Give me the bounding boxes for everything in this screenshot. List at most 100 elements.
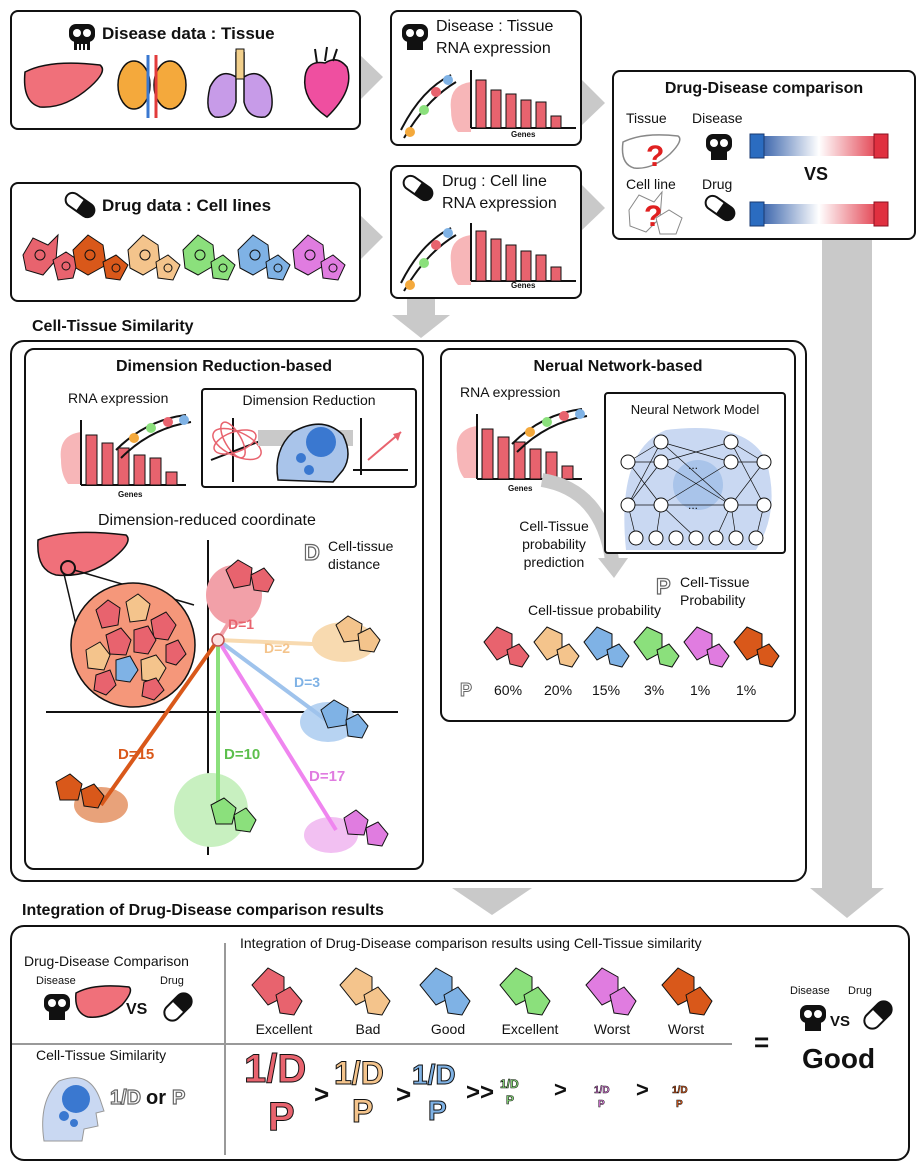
nn-dots-2: ... [688,498,698,512]
p-glyph: P [656,574,671,600]
lungs-icon [200,47,280,122]
arrow-disease-to-rna [360,55,383,100]
disease-data-box: Disease data : Tissue [10,10,361,130]
p-outline: P [172,1087,185,1110]
drug-rna-box: Drug : Cell line RNA expression Genes [390,165,582,299]
cell-green [183,235,215,275]
head-icon [34,1071,104,1141]
rating-6: Worst [646,1021,726,1037]
dim-reduction-illustration [203,410,415,485]
prob-title: Cell-tissue probability [528,602,661,618]
genes-label: Genes [118,490,142,499]
result-disease-label: Disease [790,985,830,997]
tissue-question-icon: ? [618,130,688,175]
distance-plot [26,530,422,860]
arrow-drug-rna-to-comparison [582,185,605,230]
cell-pink [293,235,325,275]
nn-model-box: Neural Network Model [604,392,786,554]
disease-rna-box: Disease : Tissue RNA expression Genes [390,10,582,146]
gt-4: > [636,1077,649,1103]
drug-bar-chart [396,213,576,293]
drug-rna-title-2: RNA expression [442,195,557,213]
prob-1: 60% [494,682,522,698]
comparison-box: Drug-Disease comparison Tissue Disease ?… [612,70,916,240]
prob-cells-row [482,622,782,672]
rating-3: Good [408,1021,488,1037]
integration-divider-h [12,1043,732,1045]
rating-2: Bad [328,1021,408,1037]
similarity-section-title: Cell-Tissue Similarity [32,318,194,336]
distance-d15: D=15 [118,746,154,763]
vs-label: VS [804,164,828,185]
cell-question-icon: ? [624,190,694,235]
dr-panel: Dimension Reduction-based RNA expression… [24,348,424,870]
distance-d17: D=17 [309,768,345,785]
result-vs: VS [830,1013,850,1030]
score-1-d: 1/D [244,1047,306,1092]
prob-label-2: Probability [680,592,745,608]
rna-expression-label: RNA expression [68,390,168,406]
result-good: Good [802,1043,875,1075]
similarity-label: Cell-Tissue Similarity [36,1047,166,1063]
liver-icon [74,983,134,1023]
nn-panel: Nerual Network-based RNA expression Gene… [440,348,796,722]
arrow-integration-head [452,888,532,915]
skull-icon [67,22,97,52]
rating-cells [250,963,720,1023]
genes-label: Genes [511,281,535,290]
pill-icon [400,177,436,199]
cell-orange [128,235,160,275]
inv-d-outline: 1/D [110,1087,141,1110]
skull-icon [400,22,430,52]
int-drug-label: Drug [160,975,184,987]
pill-icon [160,989,196,1025]
nn-graph [606,420,784,550]
nn-model-label: Neural Network Model [606,402,784,417]
disease-bar-chart [396,60,576,140]
arrow-right-stem [822,238,872,888]
arrow-drug-to-rna [360,215,383,260]
cell-lines-row [18,230,353,290]
drug-data-box: Drug data : Cell lines [10,182,361,302]
pill-icon [860,997,896,1033]
dim-reduction-label: Dimension Reduction [203,392,415,408]
heart-icon [297,45,357,120]
comparison-title: Drug-Disease comparison [614,80,914,98]
arrow-disease-rna-to-comparison [582,80,605,125]
score-6-p: P [676,1099,683,1110]
disease-data-title: Disease data : Tissue [102,24,275,44]
score-4-d: 1/D [500,1077,519,1091]
svg-text:?: ? [644,200,662,233]
score-5-d: 1/D [594,1085,610,1096]
prob-4: 3% [644,682,664,698]
kidney-icon [114,50,189,120]
nn-genes-label: Genes [508,484,532,493]
liver-icon [20,57,110,112]
prob-6: 1% [736,682,756,698]
gradient-bars [748,130,888,260]
tissue-label: Tissue [626,110,667,126]
score-5-p: P [598,1099,605,1110]
drug-rna-title-1: Drug : Cell line [442,173,547,191]
score-2-p: P [352,1093,373,1130]
drug-label: Drug [702,176,732,192]
prob-2: 20% [544,682,572,698]
comparison-label: Drug-Disease Comparison [24,953,189,969]
or-label: or [146,1087,166,1110]
skull-icon [42,992,72,1022]
int-disease-label: Disease [36,975,76,987]
score-3-d: 1/D [412,1059,456,1091]
score-3-p: P [428,1095,447,1127]
cell-blue [238,235,270,275]
dr-bar-chart [56,410,196,500]
rating-1: Excellent [244,1021,324,1037]
distance-d1: D=1 [228,616,254,632]
nn-title: Nerual Network-based [442,358,794,376]
coord-title: Dimension-reduced coordinate [98,512,316,530]
integration-section-title: Integration of Drug-Disease comparison r… [22,902,384,920]
prob-label-1: Cell-Tissue [680,574,750,590]
pred-l3: prediction [504,554,604,570]
rating-4: Excellent [490,1021,570,1037]
dim-reduction-box: Dimension Reduction [201,388,417,488]
pill-icon [62,194,98,216]
